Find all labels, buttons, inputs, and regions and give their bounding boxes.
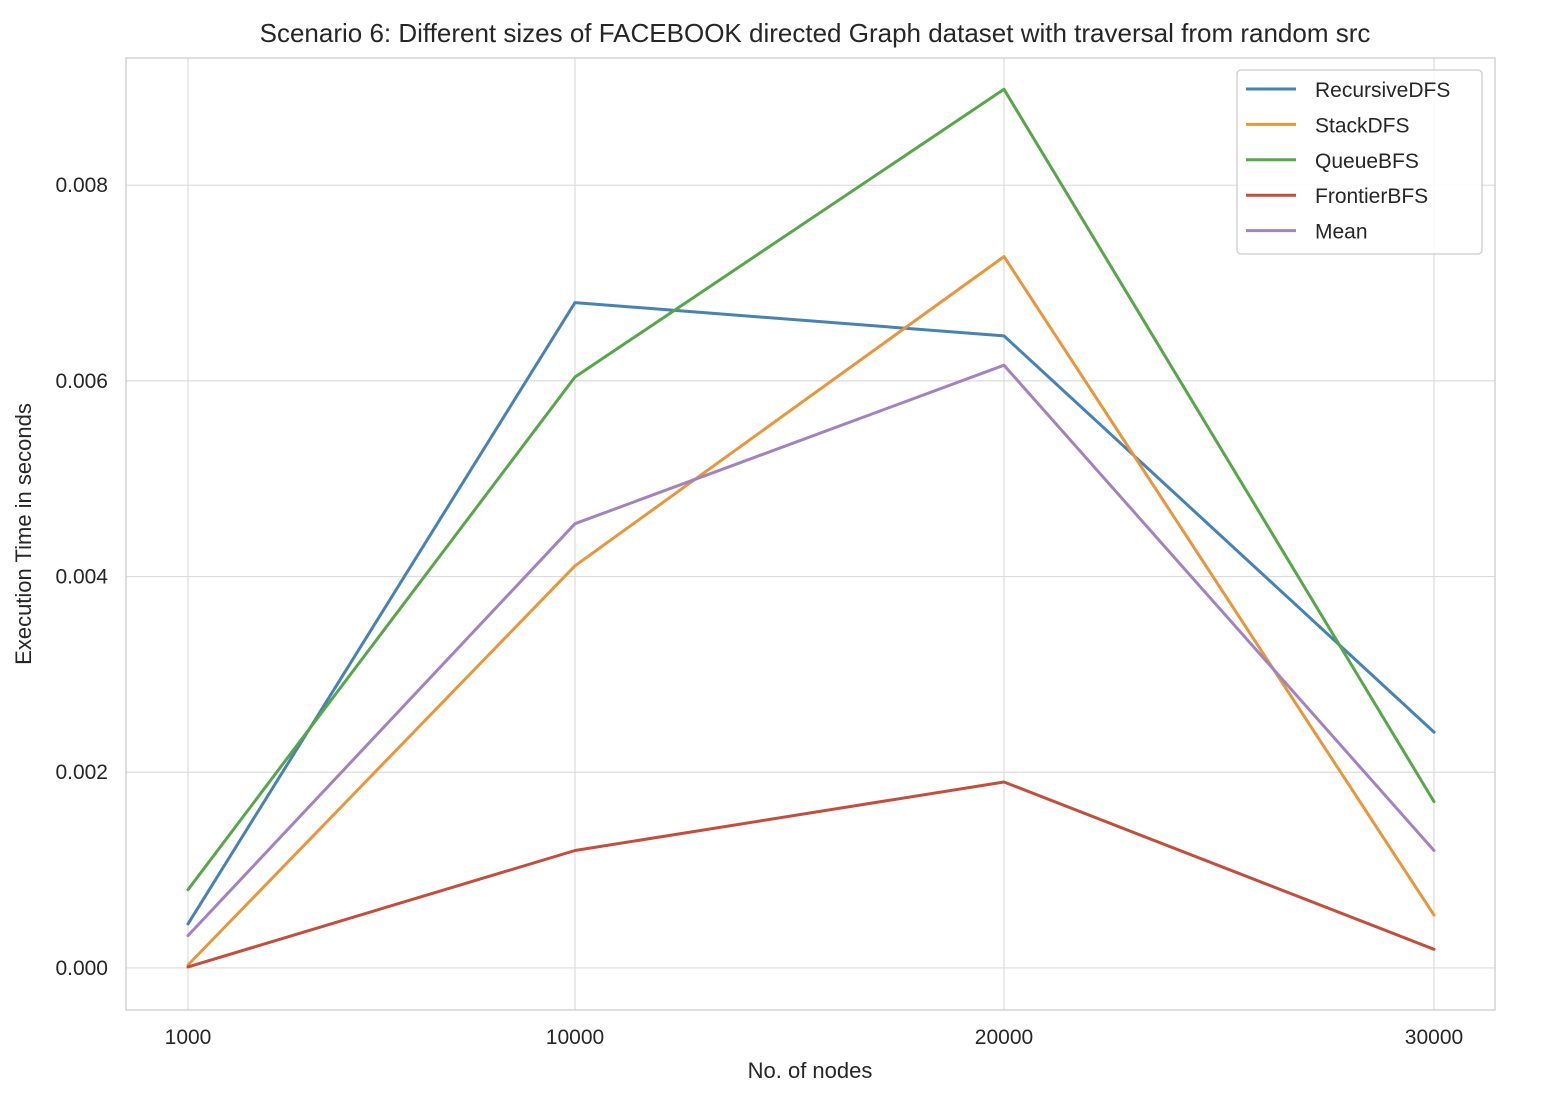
x-tick-label: 1000 <box>165 1026 212 1049</box>
x-axis-ticks: 1000 10000 20000 30000 <box>165 1026 1464 1049</box>
x-axis-label: No. of nodes <box>748 1058 873 1083</box>
y-tick-label: 0.008 <box>55 174 108 197</box>
x-tick-label: 20000 <box>975 1026 1033 1049</box>
legend-label: Mean <box>1315 221 1368 244</box>
y-axis-ticks: 0.000 0.002 0.004 0.006 0.008 <box>55 174 108 980</box>
x-tick-label: 30000 <box>1405 1026 1463 1049</box>
y-tick-label: 0.006 <box>55 370 108 393</box>
y-axis-label: Execution Time in seconds <box>11 403 36 665</box>
legend-entry-queuebfs: QueueBFS <box>1246 150 1419 173</box>
series-line-recursivedfs <box>186 301 1436 926</box>
legend-frame <box>1236 69 1483 255</box>
y-tick-label: 0.004 <box>55 566 108 589</box>
plot-frame <box>125 57 1496 1011</box>
legend-entry-recursivedfs: RecursiveDFS <box>1246 79 1450 102</box>
y-tick-label: 0.002 <box>55 761 108 784</box>
legend-entry-frontierbfs: FrontierBFS <box>1246 185 1428 208</box>
legend: RecursiveDFS StackDFS QueueBFS FrontierBFS M… <box>1236 69 1483 255</box>
series-line-queuebfs <box>186 87 1436 892</box>
legend-entry-mean: Mean <box>1246 221 1368 244</box>
series-line-mean <box>186 363 1436 938</box>
series-line-stackdfs <box>186 255 1436 967</box>
legend-entry-stackdfs: StackDFS <box>1246 114 1410 137</box>
chart-title: Scenario 6: Different sizes of FACEBOOK … <box>260 18 1371 48</box>
legend-label: StackDFS <box>1315 114 1410 137</box>
series-lines <box>186 87 1436 969</box>
y-tick-label: 0.000 <box>55 957 108 980</box>
x-tick-label: 10000 <box>546 1026 604 1049</box>
legend-label: QueueBFS <box>1315 150 1419 173</box>
series-line-frontierbfs <box>186 780 1436 969</box>
legend-label: RecursiveDFS <box>1315 79 1450 102</box>
legend-label: FrontierBFS <box>1315 185 1428 208</box>
